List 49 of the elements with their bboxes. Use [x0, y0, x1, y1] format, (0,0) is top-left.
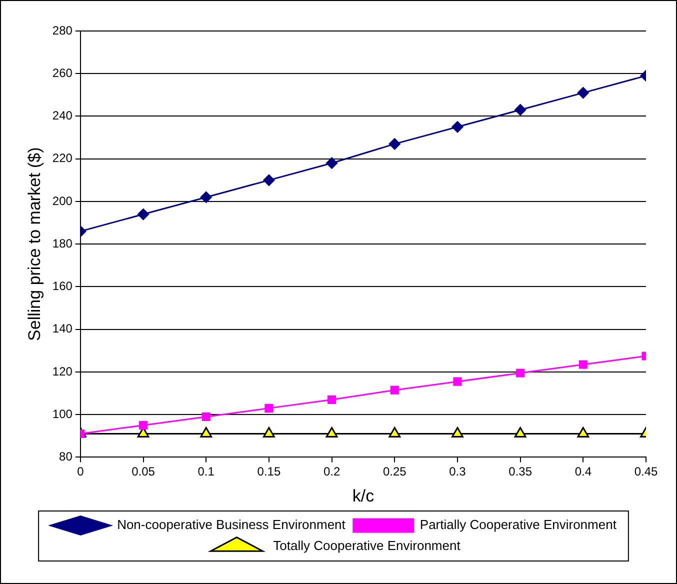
y-tick-label: 260 [52, 66, 73, 80]
x-tick-label: 0.3 [449, 464, 466, 479]
point [328, 395, 336, 404]
x-axis-title: k/c [352, 486, 375, 506]
point [453, 377, 462, 386]
point [578, 360, 588, 369]
point [577, 427, 590, 438]
x-tick-label: 0.1 [198, 464, 215, 479]
x-tick-label: 0.4 [574, 464, 592, 479]
point [390, 386, 399, 394]
point [452, 427, 464, 438]
point [388, 138, 400, 150]
y-axis-title: Selling price to market ($) [24, 147, 44, 341]
y-tick-label: 200 [52, 194, 73, 208]
point [264, 404, 274, 412]
y-tick-label: 100 [52, 406, 73, 421]
y-tick-label: 140 [52, 322, 73, 336]
point [138, 208, 150, 220]
x-tick-label: 0.05 [132, 464, 156, 479]
point [577, 87, 589, 99]
y-tick-label: 180 [52, 236, 73, 250]
legend-label: Partially Cooperative Environment [420, 517, 617, 532]
x-tick-label: 0.45 [634, 464, 658, 479]
point [200, 427, 212, 438]
x-tick-label: 0.15 [257, 464, 281, 479]
point [388, 427, 401, 438]
y-tick-label: 80 [59, 450, 73, 464]
point [200, 191, 212, 203]
point [452, 121, 464, 133]
point [326, 157, 338, 169]
point [326, 427, 338, 438]
x-tick-label: 0.25 [382, 464, 407, 479]
point [263, 427, 275, 438]
x-tick-label: 0.2 [323, 464, 340, 479]
y-tick-label: 160 [52, 279, 73, 294]
y-tick-label: 280 [52, 23, 73, 38]
legend-label: Totally Cooperative Environment [273, 538, 461, 554]
y-tick-label: 220 [52, 151, 73, 166]
point [263, 174, 275, 186]
point [514, 104, 526, 116]
point [516, 368, 525, 378]
legend-label: Non-cooperative Business Environment [117, 517, 346, 532]
x-tick-label: 0.35 [508, 464, 532, 479]
y-tick-label: 240 [52, 108, 73, 123]
point [202, 412, 210, 421]
x-tick-label: 0 [77, 464, 84, 479]
y-tick-label: 120 [52, 364, 73, 378]
point [138, 420, 148, 430]
point [514, 427, 526, 438]
